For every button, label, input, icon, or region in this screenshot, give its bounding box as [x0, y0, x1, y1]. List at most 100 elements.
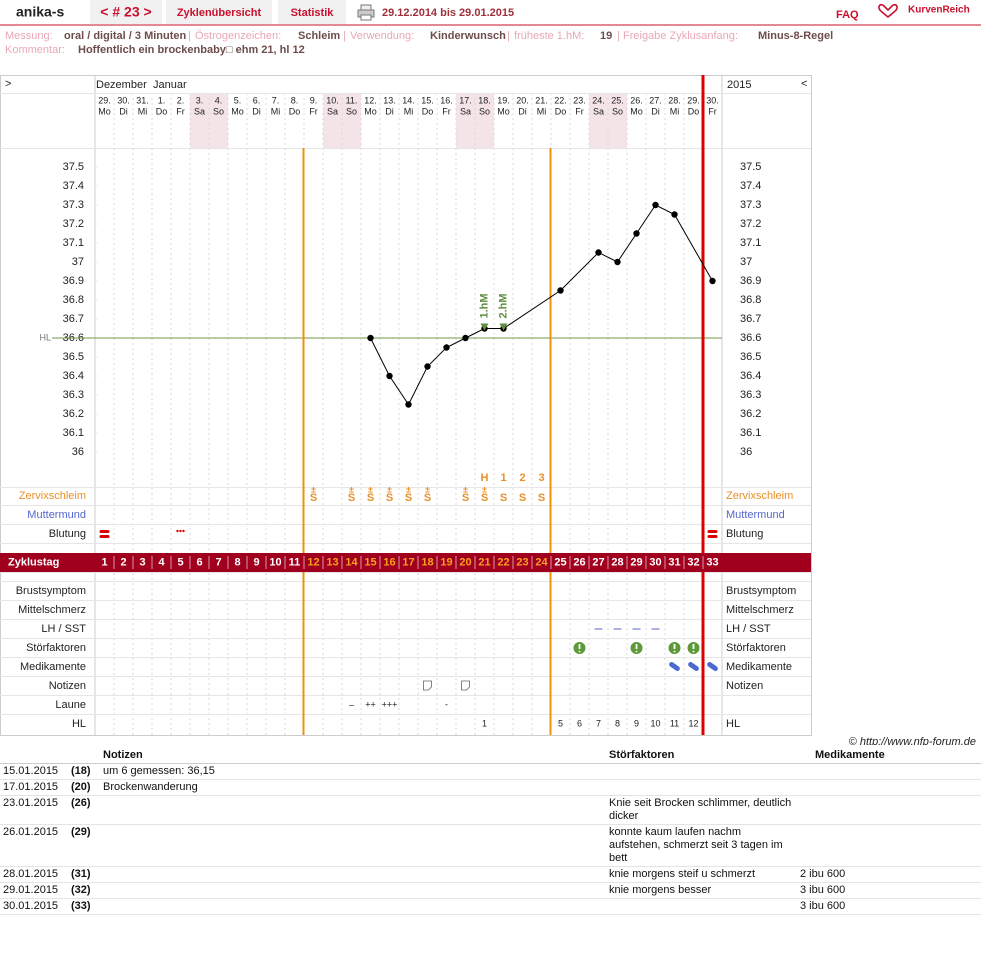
- cycle-day: 15: [364, 556, 376, 568]
- info-separator: |: [188, 30, 191, 42]
- row-value: ±: [349, 484, 354, 494]
- row-value: 2: [519, 472, 525, 484]
- faq-link[interactable]: FAQ: [836, 9, 859, 21]
- day-date: 1.: [158, 95, 166, 105]
- y-tick-label: 36.2: [63, 408, 84, 420]
- row-label: Muttermund: [27, 509, 86, 521]
- y-tick-label: 36.1: [63, 427, 84, 439]
- info-value: Kinderwunsch: [430, 30, 506, 42]
- bleeding-icon: [707, 535, 718, 538]
- row-value: 5: [558, 718, 563, 728]
- cycle-day: 25: [554, 556, 566, 568]
- note-icon: [423, 680, 432, 691]
- row-label-right: Medikamente: [726, 661, 792, 673]
- cycle-day: 2: [120, 556, 126, 568]
- table-cell: [100, 824, 606, 867]
- row-value: S: [519, 492, 526, 504]
- temperature-line: [370, 204, 713, 406]
- table-header-row: Notizen Störfaktoren Medikamente: [0, 748, 981, 764]
- row-value: S: [310, 492, 317, 504]
- bleeding-icon: [707, 530, 718, 533]
- hm-label: 1.hM: [478, 293, 490, 318]
- spotting-icon: [179, 529, 182, 533]
- row-value: S: [462, 492, 469, 504]
- table-header-empty: [0, 748, 68, 764]
- table-cell: 17.01.2015: [0, 779, 68, 796]
- day-date: 31.: [136, 95, 149, 105]
- day-date: 15.: [421, 95, 434, 105]
- temperature-point: [652, 201, 659, 209]
- row-label-right: Brustsymptom: [726, 585, 796, 597]
- tab-bg: [166, 0, 272, 24]
- table-header: Medikamente: [797, 748, 981, 764]
- cycle-nav[interactable]: < # 23 >: [100, 4, 151, 20]
- y-tick-label: 36.5: [63, 351, 84, 363]
- medication-icon: [688, 661, 699, 672]
- day-date: 27.: [649, 95, 662, 105]
- cycle-day: 26: [573, 556, 585, 568]
- hm-marker: [480, 323, 489, 331]
- table-cell: [797, 795, 981, 825]
- note-icon: [461, 680, 470, 691]
- tab[interactable]: Zyklenübersicht: [177, 7, 262, 19]
- row-value: ++: [365, 699, 376, 709]
- day-weekday: Di: [518, 106, 527, 116]
- y-tick-label-right: 36.7: [740, 313, 761, 325]
- row-label-right: Zervixschleim: [726, 490, 793, 502]
- cycle-day: 7: [215, 556, 221, 568]
- nav-right[interactable]: <: [801, 78, 807, 90]
- info-value: Schleim: [298, 30, 340, 42]
- cycle-day: 6: [196, 556, 202, 568]
- logo-icon: [878, 3, 898, 19]
- day-weekday: So: [612, 106, 623, 116]
- day-weekday: Fr: [309, 106, 318, 116]
- cycle-day: 9: [253, 556, 259, 568]
- day-weekday: Di: [119, 106, 128, 116]
- table-cell: (18): [68, 763, 100, 780]
- day-date: 14.: [402, 95, 415, 105]
- spotting-icon: [176, 529, 179, 533]
- cycle-day: 18: [421, 556, 433, 568]
- table-cell: (33): [68, 898, 100, 915]
- temperature-point: [386, 372, 393, 380]
- cycle-day: 5: [177, 556, 183, 568]
- row-value: -: [445, 699, 448, 709]
- table-cell: 15.01.2015: [0, 763, 68, 780]
- y-tick-label-right: 36.8: [740, 294, 761, 306]
- table-cell: knie morgens steif u schmerzt: [606, 866, 797, 883]
- info-value: oral / digital / 3 Minuten: [64, 30, 187, 42]
- info-value: 19: [600, 30, 612, 42]
- day-weekday: Mi: [404, 106, 414, 116]
- day-weekday: Mo: [98, 106, 111, 116]
- cycle-day: 16: [383, 556, 395, 568]
- table-row: 28.01.2015 (31) knie morgens steif u schme…: [0, 866, 981, 883]
- row-value: S: [386, 492, 393, 504]
- cycle-day: 27: [592, 556, 604, 568]
- y-tick-label-right: 37: [740, 256, 752, 268]
- day-date: 21.: [535, 95, 548, 105]
- day-weekday: Mi: [138, 106, 148, 116]
- y-tick-label: 36.3: [63, 389, 84, 401]
- tab-bg: [278, 0, 346, 24]
- row-value: –: [349, 699, 354, 709]
- day-weekday: Di: [651, 106, 660, 116]
- nav-left[interactable]: >: [5, 78, 11, 90]
- y-tick-label-right: 37.1: [740, 237, 761, 249]
- cycle-day: 4: [158, 556, 165, 568]
- printer-icon[interactable]: [357, 4, 375, 21]
- temperature-point: [633, 230, 640, 237]
- table-cell: [606, 779, 797, 796]
- temperature-point: [614, 258, 621, 266]
- cycle-day: 10: [269, 556, 281, 568]
- row-label: HL: [72, 718, 86, 730]
- table-cell: 23.01.2015: [0, 795, 68, 825]
- day-weekday: Fr: [708, 106, 717, 116]
- table-row: 17.01.2015 (20) Brockenwanderung: [0, 779, 981, 796]
- table-row: 23.01.2015 (26) Knie seit Brocken schlimme…: [0, 795, 981, 825]
- day-date: 12.: [364, 95, 377, 105]
- day-weekday: Sa: [460, 106, 471, 116]
- tab[interactable]: Statistik: [291, 7, 335, 19]
- day-date: 24.: [592, 95, 605, 105]
- info-separator: |: [617, 30, 620, 42]
- day-weekday: Do: [156, 106, 168, 116]
